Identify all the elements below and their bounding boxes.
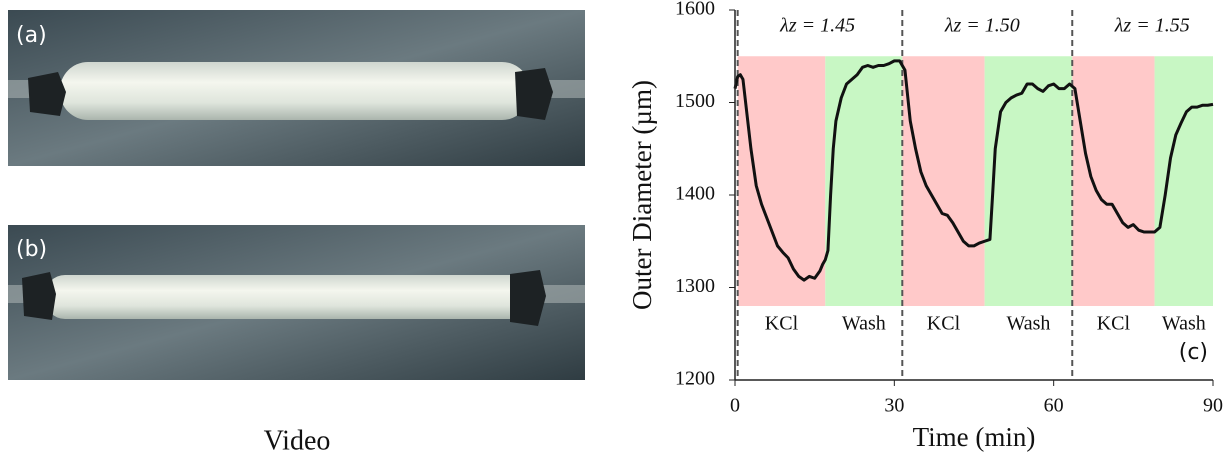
photo-a: (a) <box>8 10 585 166</box>
y-axis-label: Outer Diameter (µm) <box>627 80 657 310</box>
region <box>984 56 1073 306</box>
y-tick-label: 1500 <box>675 90 715 112</box>
y-tick-label: 1600 <box>675 0 715 20</box>
y-tick-label: 1300 <box>675 275 715 297</box>
region-label: Wash <box>1162 313 1206 335</box>
region-label: Wash <box>842 313 886 335</box>
region-label: KCl <box>927 313 961 335</box>
region <box>737 56 826 306</box>
x-axis-label: Time (min) <box>913 422 1036 452</box>
region <box>825 56 903 306</box>
y-tick-label: 1200 <box>675 368 715 390</box>
marker-label: λz = 1.50 <box>944 15 1020 37</box>
marker-label: λz = 1.55 <box>1114 15 1190 37</box>
x-tick-label: 90 <box>1203 395 1223 417</box>
region-label: KCl <box>765 313 799 335</box>
photo-b: (b) <box>8 225 585 380</box>
marker-label: λz = 1.45 <box>779 15 855 37</box>
panel-label: (c) <box>1179 340 1208 365</box>
x-tick-label: 30 <box>884 395 904 417</box>
x-tick-label: 0 <box>730 395 740 417</box>
region <box>902 56 985 306</box>
caption: Video <box>264 425 331 456</box>
region-label: Wash <box>1006 313 1050 335</box>
data-line <box>733 59 1214 282</box>
x-tick-label: 60 <box>1044 395 1064 417</box>
region <box>1154 56 1213 306</box>
panel-label: (a) <box>16 23 47 48</box>
region <box>1072 56 1155 306</box>
y-tick-label: 1400 <box>675 183 715 205</box>
panel-label: (b) <box>16 237 47 262</box>
region-label: KCl <box>1097 313 1131 335</box>
plot: KCl Wash KCl Wash KCl Wash λz = 1.45 λz = 1.50 λ… <box>627 0 1223 452</box>
